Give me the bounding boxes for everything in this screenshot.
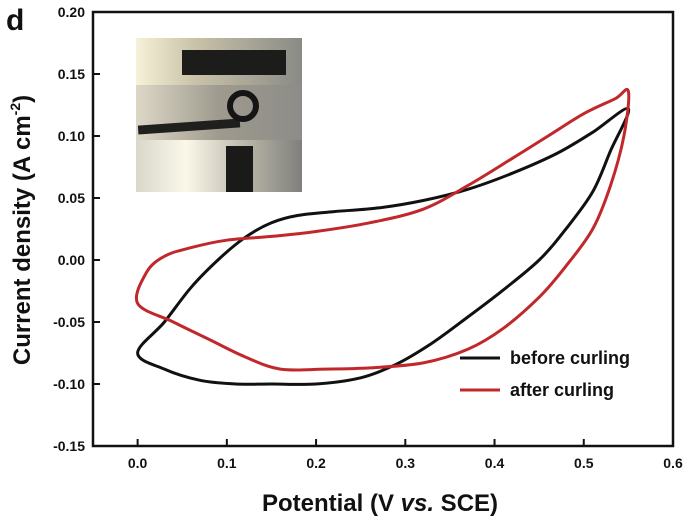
x-tick-label: 0.0 xyxy=(128,455,148,471)
x-axis-ticks: 0.0 0.1 0.2 0.3 0.4 0.5 0.6 xyxy=(128,439,683,471)
y-tick-label: -0.10 xyxy=(53,376,85,392)
series-line-before-curling xyxy=(136,107,631,386)
y-axis-ticks: -0.15 -0.10 -0.05 0.00 0.05 0.10 0.15 0.20 xyxy=(53,4,100,454)
x-tick-label: 0.2 xyxy=(306,455,326,471)
y-tick-label: -0.15 xyxy=(53,438,85,454)
x-tick-label: 0.4 xyxy=(485,455,505,471)
legend: before curling after curling xyxy=(460,348,630,400)
y-tick-label: 0.20 xyxy=(58,4,85,20)
x-tick-label: 0.3 xyxy=(396,455,416,471)
x-axis-title: Potential (V vs. SCE) xyxy=(262,490,498,517)
inset-electrode-strip-bottom xyxy=(226,146,253,192)
x-tick-label: 0.5 xyxy=(574,455,594,471)
inset-photo xyxy=(136,38,302,192)
plot-frame xyxy=(91,10,675,448)
y-tick-label: 0.05 xyxy=(58,190,85,206)
y-tick-label: 0.10 xyxy=(58,128,85,144)
inset-electrode-strip-middle xyxy=(137,118,241,135)
y-tick-label: -0.05 xyxy=(53,314,85,330)
legend-label-before-curling: before curling xyxy=(510,348,630,368)
y-tick-label: 0.00 xyxy=(58,252,85,268)
inset-curled-electrode xyxy=(227,90,259,122)
y-tick-label: 0.15 xyxy=(58,66,85,82)
series-group xyxy=(135,87,631,386)
inset-panel-bottom xyxy=(136,140,302,192)
x-tick-label: 0.6 xyxy=(663,455,683,471)
panel-label: d xyxy=(6,4,24,37)
y-axis-title: Current density (A cm-2) xyxy=(7,95,36,365)
legend-label-after-curling: after curling xyxy=(510,380,614,400)
x-tick-label: 0.1 xyxy=(217,455,237,471)
series-line-after-curling xyxy=(135,87,631,372)
inset-electrode-strip-top xyxy=(182,50,286,75)
